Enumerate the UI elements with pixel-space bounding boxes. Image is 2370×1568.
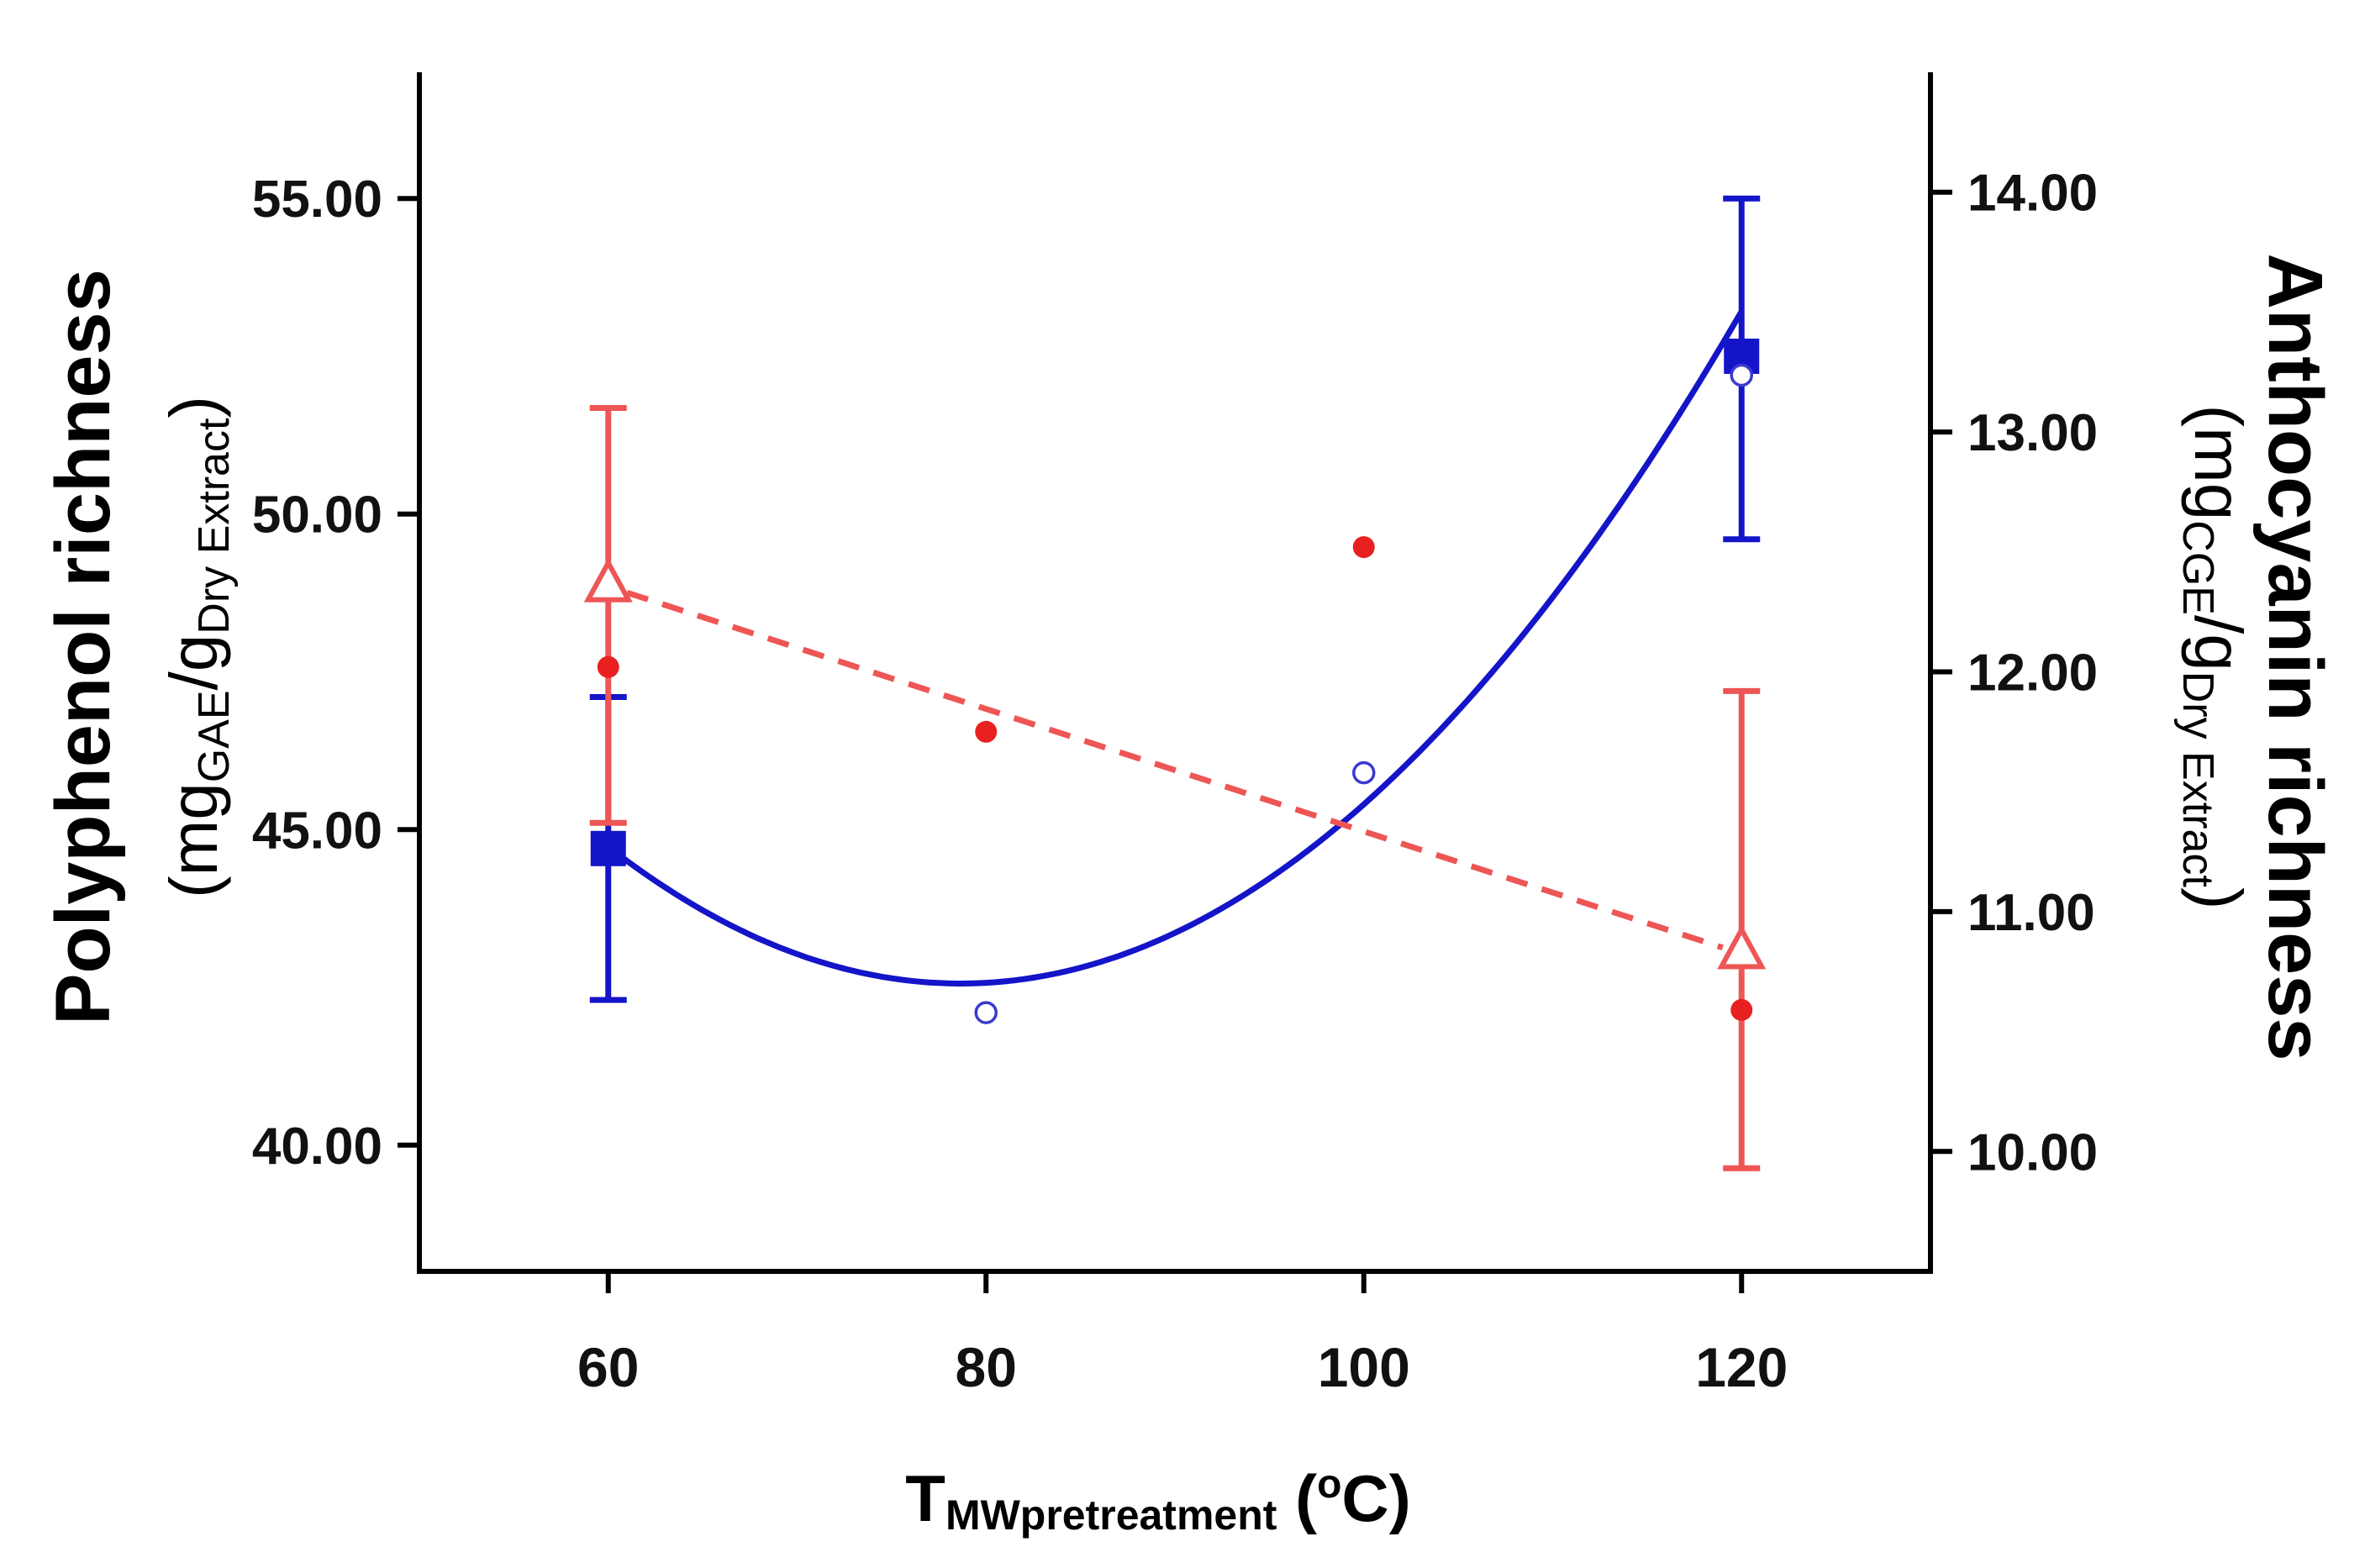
polyphenol-replicate-point bbox=[1730, 363, 1753, 387]
right-y-title-line2: (mgCGE/gDry Extract) bbox=[2173, 405, 2256, 910]
x-tick-label: 100 bbox=[1318, 1336, 1410, 1398]
left-y-ticks: 40.00 45.00 50.00 55.00 bbox=[252, 171, 419, 1176]
x-tick-label: 120 bbox=[1695, 1336, 1788, 1398]
anthocyanin-replicate-point bbox=[1352, 536, 1375, 559]
right-y-tick-label: 10.00 bbox=[1967, 1123, 2098, 1181]
right-y-tick-label: 12.00 bbox=[1967, 645, 2098, 702]
right-y-title-line1: Anthocyanin richness bbox=[2252, 253, 2338, 1060]
plot-area bbox=[583, 195, 1767, 1171]
x-axis-title: TMWpretreatment (oC) bbox=[905, 1461, 1410, 1539]
anthocyanin-replicate-point bbox=[597, 655, 619, 678]
x-ticks: 60 80 100 120 bbox=[577, 1271, 1788, 1398]
anthocyanin-mean-marker bbox=[583, 557, 633, 602]
polyphenol-replicate-point bbox=[1352, 760, 1376, 785]
left-y-tick-label: 55.00 bbox=[252, 171, 382, 229]
left-y-axis-title: Polyphenol richness (mgGAE/gDry Extract) bbox=[40, 269, 239, 1025]
anthocyanin-linear-fit-line bbox=[626, 589, 1724, 951]
anthocyanin-replicate-point bbox=[975, 720, 998, 743]
polyphenol-quadratic-fit-curve bbox=[606, 309, 1745, 987]
polyphenol-replicate-point bbox=[974, 1001, 998, 1024]
right-y-axis-title: Anthocyanin richness (mgCGE/gDry Extract… bbox=[2173, 253, 2338, 1060]
left-y-tick-label: 40.00 bbox=[252, 1118, 382, 1176]
x-tick-label: 60 bbox=[577, 1336, 639, 1398]
left-y-title-line1: Polyphenol richness bbox=[40, 269, 126, 1025]
right-y-tick-label: 11.00 bbox=[1967, 884, 2095, 942]
anthocyanin-replicate-point bbox=[1730, 998, 1753, 1021]
x-tick-label: 80 bbox=[956, 1336, 1017, 1398]
left-y-tick-label: 50.00 bbox=[252, 487, 382, 545]
right-y-ticks: 10.00 11.00 12.00 13.00 14.00 bbox=[1930, 165, 2098, 1181]
left-y-tick-label: 45.00 bbox=[252, 802, 382, 860]
right-y-tick-label: 13.00 bbox=[1967, 404, 2098, 462]
right-y-tick-label: 14.00 bbox=[1967, 165, 2098, 223]
left-y-title-line2: (mgGAE/gDry Extract) bbox=[156, 396, 239, 898]
polyphenol-mean-marker bbox=[590, 830, 626, 866]
anthocyanin-mean-marker bbox=[1717, 924, 1767, 970]
